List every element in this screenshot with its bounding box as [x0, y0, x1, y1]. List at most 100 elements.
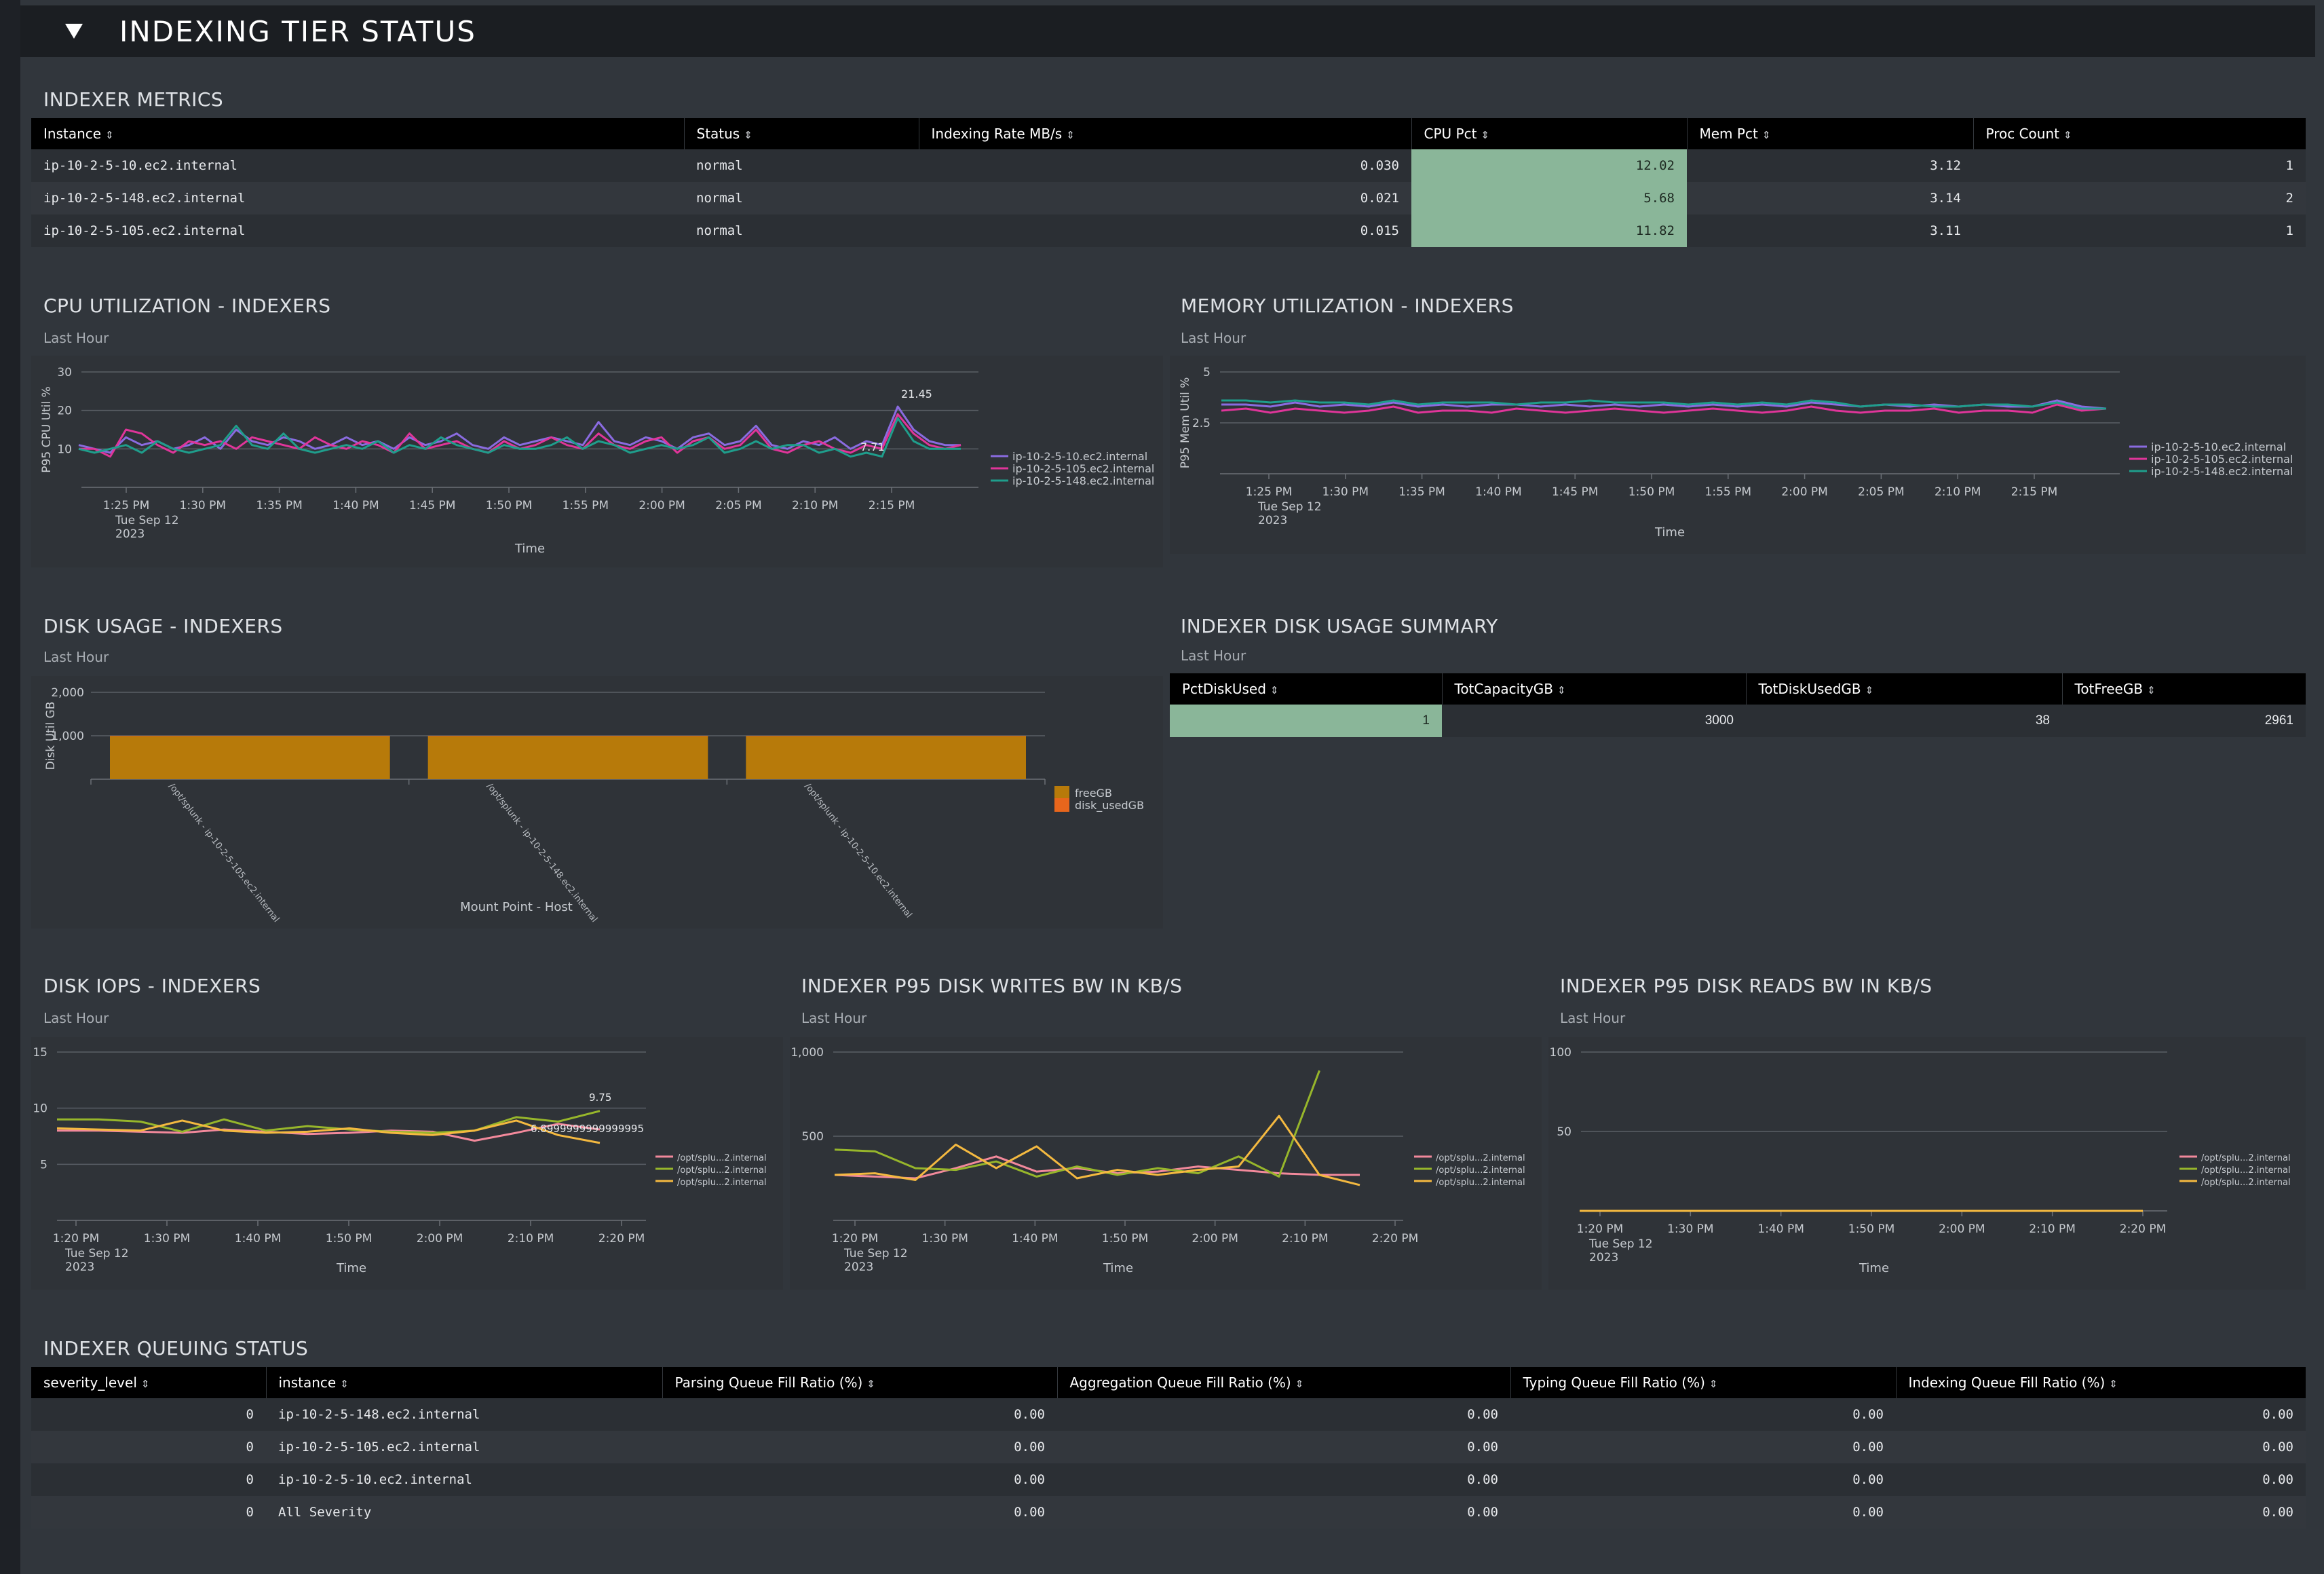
- x-tick-label: 2:10 PM: [2029, 1222, 2076, 1236]
- x-axis-label: Time: [1654, 525, 1685, 540]
- column-header-2[interactable]: Indexing Rate MB/s ⇕: [918, 118, 1411, 149]
- table-row[interactable]: ip-10-2-5-105.ec2.internal normal 0.015 11.…: [31, 214, 2306, 247]
- column-header-0[interactable]: PctDiskUsed ⇕: [1170, 673, 1442, 705]
- column-header-4[interactable]: Typing Queue Fill Ratio (%) ⇕: [1510, 1367, 1896, 1398]
- column-header-3[interactable]: Aggregation Queue Fill Ratio (%) ⇕: [1056, 1367, 1510, 1398]
- table-cell: 0: [31, 1496, 266, 1529]
- table-row[interactable]: 1 3000 38 2961: [1170, 705, 2306, 737]
- table-cell: 0.00: [1896, 1496, 2306, 1529]
- x-tick-label: 1:35 PM: [256, 499, 303, 512]
- sort-icon[interactable]: ⇕: [1066, 129, 1075, 141]
- writes-subtitle: Last Hour: [801, 1010, 867, 1026]
- section-header[interactable]: INDEXING TIER STATUS: [20, 5, 2315, 57]
- sort-icon[interactable]: ⇕: [1295, 1378, 1304, 1390]
- data-label: 21.45: [901, 388, 932, 400]
- column-header-0[interactable]: Instance ⇕: [31, 118, 684, 149]
- table-cell: ip-10-2-5-105.ec2.internal: [266, 1431, 662, 1463]
- column-header-3[interactable]: CPU Pct ⇕: [1411, 118, 1687, 149]
- column-header-5[interactable]: Proc Count ⇕: [1973, 118, 2306, 149]
- column-header-1[interactable]: TotCapacityGB ⇕: [1441, 673, 1746, 705]
- data-label: 9.75: [589, 1091, 611, 1104]
- legend-label: ip-10-2-5-148.ec2.internal: [2151, 465, 2293, 478]
- sort-icon[interactable]: ⇕: [1557, 684, 1566, 696]
- table-row[interactable]: 0 All Severity 0.00 0.00 0.00 0.00: [31, 1496, 2306, 1529]
- sort-icon[interactable]: ⇕: [2063, 129, 2072, 141]
- table-row[interactable]: 0 ip-10-2-5-10.ec2.internal 0.00 0.00 0.00 0.…: [31, 1463, 2306, 1496]
- sort-icon[interactable]: ⇕: [340, 1378, 349, 1390]
- table-row[interactable]: ip-10-2-5-148.ec2.internal normal 0.021 5.6…: [31, 182, 2306, 214]
- column-header-label: Indexing Rate MB/s: [931, 126, 1063, 142]
- legend-label: ip-10-2-5-148.ec2.internal: [1012, 474, 1154, 487]
- x-tick-label: 2:10 PM: [792, 499, 839, 512]
- x-tick-label: 2:15 PM: [869, 499, 915, 512]
- column-header-5[interactable]: Indexing Queue Fill Ratio (%) ⇕: [1895, 1367, 2306, 1398]
- cpu-utilization-chart: 10 20 30 1:25 PM 1:30 PM 1:35 PM 1:40 PM 1:45 P…: [40, 366, 1154, 556]
- x-tick-label: 1:40 PM: [332, 499, 379, 512]
- sort-icon[interactable]: ⇕: [105, 129, 114, 141]
- sort-icon[interactable]: ⇕: [2147, 684, 2156, 696]
- iops-subtitle: Last Hour: [43, 1010, 109, 1026]
- column-header-1[interactable]: instance ⇕: [265, 1367, 662, 1398]
- table-cell: 3.14: [1687, 182, 1973, 214]
- table-cell: ip-10-2-5-10.ec2.internal: [266, 1463, 662, 1496]
- column-header-2[interactable]: TotDiskUsedGB ⇕: [1745, 673, 2062, 705]
- column-header-2[interactable]: Parsing Queue Fill Ratio (%) ⇕: [662, 1367, 1057, 1398]
- column-header-label: PctDiskUsed: [1182, 681, 1266, 697]
- table-cell: 0: [31, 1398, 266, 1431]
- table-row[interactable]: 0 ip-10-2-5-148.ec2.internal 0.00 0.00 0.00 0…: [31, 1398, 2306, 1431]
- x-tick-label: 1:45 PM: [409, 499, 456, 512]
- y-tick-label: 20: [57, 405, 72, 418]
- x-tick-label: 2:00 PM: [1939, 1222, 1985, 1236]
- table-cell: 0.00: [662, 1431, 1057, 1463]
- column-header-1[interactable]: Status ⇕: [683, 118, 919, 149]
- x-tick-label: 1:25 PM: [1246, 485, 1293, 499]
- date-label: 2023: [1589, 1251, 1618, 1264]
- sort-icon[interactable]: ⇕: [1709, 1378, 1718, 1390]
- sort-icon[interactable]: ⇕: [2109, 1378, 2118, 1390]
- sort-icon[interactable]: ⇕: [1270, 684, 1279, 696]
- column-header-label: Proc Count: [1985, 126, 2059, 142]
- table-cell: 1: [1973, 149, 2306, 182]
- left-edge: [0, 0, 20, 1574]
- sort-icon[interactable]: ⇕: [1865, 684, 1874, 696]
- y-tick-label: 500: [802, 1130, 824, 1144]
- collapse-triangle-icon[interactable]: [65, 24, 83, 39]
- table-cell: 0.030: [919, 149, 1411, 182]
- date-label: 2023: [115, 527, 145, 541]
- legend-label: /opt/splu...2.internal: [677, 1165, 767, 1176]
- disk-summary-title: INDEXER DISK USAGE SUMMARY: [1181, 615, 1498, 637]
- legend-label: ip-10-2-5-10.ec2.internal: [1012, 450, 1147, 463]
- x-tick-label: 1:50 PM: [1628, 485, 1675, 499]
- sort-icon[interactable]: ⇕: [140, 1378, 150, 1390]
- sort-icon[interactable]: ⇕: [744, 129, 753, 141]
- series-line-2: [78, 417, 961, 458]
- table-cell: 2: [1973, 182, 2306, 214]
- sort-icon[interactable]: ⇕: [1761, 129, 1771, 141]
- column-header-label: Parsing Queue Fill Ratio (%): [674, 1374, 863, 1391]
- table-cell: 0.015: [919, 214, 1411, 247]
- x-tick-label: 2:20 PM: [598, 1232, 645, 1245]
- y-tick-label: 10: [57, 443, 72, 456]
- series-line-0: [78, 405, 961, 454]
- iops-chart-area: 5 10 15 1:20 PM 1:30 PM 1:40 PM 1:50 PM 2:00 PM…: [31, 1037, 783, 1290]
- mem-panel-subtitle: Last Hour: [1181, 330, 1246, 346]
- table-cell: 0: [31, 1431, 266, 1463]
- table-row[interactable]: ip-10-2-5-10.ec2.internal normal 0.030 12.0…: [31, 149, 2306, 182]
- table-cell: 0.00: [1510, 1431, 1896, 1463]
- table-cell: ip-10-2-5-105.ec2.internal: [31, 214, 684, 247]
- column-header-4[interactable]: Mem Pct ⇕: [1686, 118, 1973, 149]
- x-tick-label: 2:00 PM: [1192, 1232, 1238, 1245]
- date-label: 2023: [65, 1260, 94, 1274]
- table-cell: normal: [684, 149, 919, 182]
- table-row[interactable]: 0 ip-10-2-5-105.ec2.internal 0.00 0.00 0.00 0…: [31, 1431, 2306, 1463]
- series-line-1: [834, 1070, 1320, 1178]
- sort-icon[interactable]: ⇕: [866, 1378, 875, 1390]
- column-header-3[interactable]: TotFreeGB ⇕: [2061, 673, 2306, 705]
- legend-swatch: [1054, 786, 1069, 800]
- queue-table: severity_level ⇕ instance ⇕ Parsing Queue Fi…: [31, 1367, 2306, 1529]
- series-line-1: [1221, 403, 2107, 414]
- x-tick-label: /opt/splunk - ip-10-2-5-105.ec2.internal: [166, 781, 281, 924]
- x-tick-label: 2:10 PM: [1935, 485, 1981, 499]
- column-header-0[interactable]: severity_level ⇕: [31, 1367, 266, 1398]
- sort-icon[interactable]: ⇕: [1481, 129, 1489, 141]
